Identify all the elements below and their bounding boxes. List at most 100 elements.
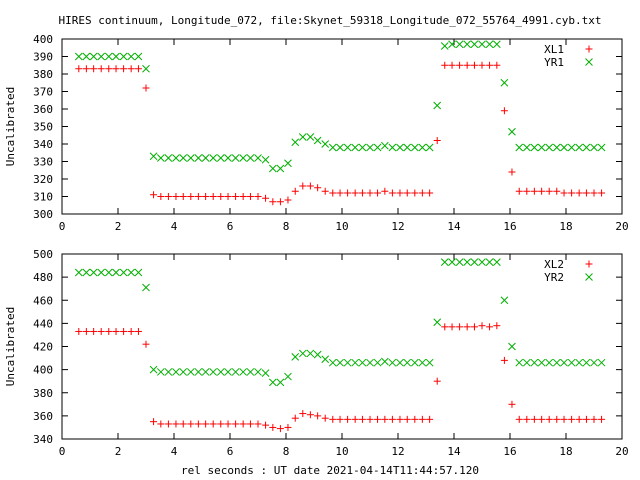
data-point xyxy=(329,189,337,197)
data-point xyxy=(150,191,158,199)
y-axis-label: Uncalibrated xyxy=(4,87,17,166)
data-point xyxy=(321,140,330,148)
x-tick-label: 16 xyxy=(503,220,516,233)
data-point xyxy=(298,133,307,141)
data-point xyxy=(486,61,494,69)
data-point xyxy=(344,415,352,423)
data-point xyxy=(492,258,501,266)
data-point xyxy=(262,421,270,429)
data-point xyxy=(440,258,449,266)
data-point xyxy=(463,40,472,49)
data-point xyxy=(560,189,568,197)
series-xl2 xyxy=(75,322,606,433)
data-point xyxy=(470,61,478,69)
data-point xyxy=(306,182,314,190)
data-point xyxy=(314,184,322,192)
data-point xyxy=(418,143,427,152)
data-point xyxy=(142,340,150,348)
data-point xyxy=(268,378,277,387)
data-point xyxy=(351,415,359,423)
panel-1: 300 310 320 330 340 350 360 370 380 390 400 0 2 4 6 8 10… xyxy=(4,33,629,233)
data-point xyxy=(582,143,591,152)
x-tick-label: 10 xyxy=(335,220,348,233)
data-point xyxy=(306,349,315,358)
data-point xyxy=(201,154,210,162)
data-point xyxy=(500,296,509,305)
data-point xyxy=(157,193,165,200)
data-point xyxy=(119,268,128,277)
data-point xyxy=(261,155,270,164)
data-point xyxy=(366,143,374,152)
data-point xyxy=(492,40,501,49)
data-point xyxy=(530,143,539,152)
data-point xyxy=(156,368,165,376)
data-point xyxy=(538,415,546,423)
data-point xyxy=(269,198,277,206)
data-point xyxy=(493,61,501,69)
data-point xyxy=(403,143,412,152)
series-yr2 xyxy=(74,258,606,387)
y-tick-label: 360 xyxy=(33,103,53,116)
data-point xyxy=(209,154,218,162)
data-point xyxy=(448,40,456,49)
data-point xyxy=(410,358,419,367)
chart-title: HIRES continuum, Longitude_072, file:Sky… xyxy=(58,14,601,27)
data-point xyxy=(470,323,478,331)
data-point xyxy=(127,52,136,61)
data-point xyxy=(134,268,143,277)
data-point xyxy=(575,143,584,152)
x-tick-label: 2 xyxy=(115,445,122,458)
y-tick-label: 310 xyxy=(33,191,53,204)
data-point xyxy=(90,327,98,335)
data-point xyxy=(530,187,538,195)
data-point xyxy=(537,358,546,367)
data-point xyxy=(590,415,598,423)
data-point xyxy=(403,415,411,423)
data-point xyxy=(426,415,434,423)
data-point xyxy=(127,65,135,73)
y-tick-label: 420 xyxy=(33,341,53,354)
data-point xyxy=(411,189,419,197)
x-tick-label: 10 xyxy=(335,445,348,458)
data-point xyxy=(120,327,128,335)
data-point xyxy=(598,415,606,423)
data-point xyxy=(523,415,531,423)
data-point xyxy=(186,154,195,162)
x-tick-label: 18 xyxy=(559,445,572,458)
data-point xyxy=(269,423,277,431)
data-point xyxy=(418,415,426,423)
data-point xyxy=(268,164,277,173)
legend-marker-yr2 xyxy=(585,273,593,281)
y-tick-label: 480 xyxy=(33,271,53,284)
data-point xyxy=(545,187,553,195)
data-point xyxy=(142,283,150,292)
data-point xyxy=(254,193,262,200)
data-point xyxy=(403,358,412,367)
data-point xyxy=(239,420,247,428)
data-point xyxy=(104,52,113,61)
series-xl1 xyxy=(75,61,606,206)
data-point xyxy=(597,143,606,152)
data-point xyxy=(75,65,83,73)
data-point xyxy=(82,65,90,73)
x-tick-label: 6 xyxy=(227,445,234,458)
data-point xyxy=(396,143,404,152)
data-point xyxy=(284,372,292,381)
data-point xyxy=(231,368,240,376)
data-point xyxy=(291,138,300,147)
data-point xyxy=(336,415,344,423)
data-point xyxy=(553,187,561,195)
data-point xyxy=(478,322,486,330)
x-tick-label: 0 xyxy=(59,445,66,458)
data-point xyxy=(598,189,606,197)
legend-label-yr1: YR1 xyxy=(544,56,564,69)
data-point xyxy=(515,187,523,195)
data-point xyxy=(239,154,248,162)
data-point xyxy=(500,78,509,87)
data-point xyxy=(217,193,225,200)
data-point xyxy=(224,193,232,200)
data-point xyxy=(134,52,143,61)
data-point xyxy=(343,143,352,152)
